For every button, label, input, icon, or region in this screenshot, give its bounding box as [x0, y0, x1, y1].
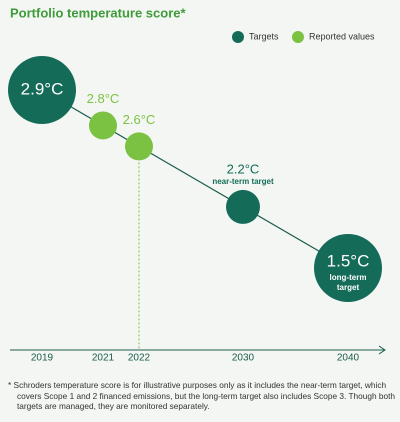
annotation: long-term target — [330, 273, 367, 292]
x-tick-label: 2040 — [337, 353, 360, 364]
legend-label: Reported values — [309, 31, 375, 41]
data-point — [89, 111, 117, 140]
trend-line — [41, 89, 349, 269]
x-tick-label: 2022 — [128, 353, 151, 364]
chart-title: Portfolio temperature score* — [10, 5, 186, 20]
legend-swatch — [232, 31, 244, 43]
x-tick-label: 2021 — [92, 353, 115, 364]
data-point — [125, 132, 153, 161]
data-point — [8, 56, 76, 124]
legend-label: Targets — [249, 31, 279, 41]
value-label: 2.9°C — [21, 79, 64, 98]
legend-swatch — [292, 31, 304, 43]
footnote: * Schroders temperature score is for ill… — [8, 380, 396, 411]
axis-arrow — [378, 345, 386, 355]
x-tick-label: 2030 — [232, 353, 255, 364]
value-label: 1.5°C — [327, 251, 370, 270]
value-label: 2.6°C — [123, 112, 156, 127]
value-label: 2.2°C — [227, 161, 260, 176]
footnote-text: Schroders temperature score is for illus… — [13, 380, 396, 411]
chart: Portfolio temperature score* 2019 2021 202… — [8, 5, 386, 364]
data-point — [226, 189, 260, 224]
data-point — [314, 234, 382, 302]
x-tick-label: 2019 — [31, 353, 54, 364]
annotation: near-term target — [212, 177, 274, 186]
value-label: 2.8°C — [87, 91, 120, 106]
